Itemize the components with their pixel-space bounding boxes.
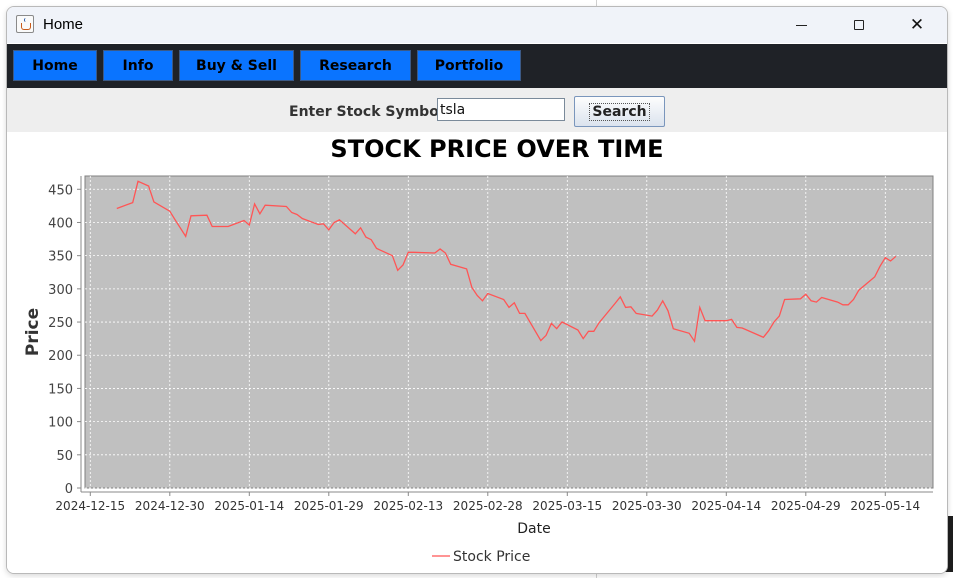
y-axis-title: Price <box>23 308 43 356</box>
x-tick-label: 2025-03-30 <box>612 499 682 513</box>
y-tick-label: 150 <box>48 382 73 397</box>
legend-label: Stock Price <box>453 549 530 565</box>
y-tick-label: 250 <box>48 316 73 331</box>
price-chart-svg: STOCK PRICE OVER TIME 0 50 100 150 200 250 300 3… <box>23 135 934 565</box>
y-tick-label: 50 <box>56 449 73 464</box>
x-tick-label: 2025-03-15 <box>532 499 602 513</box>
x-tick-label: 2025-05-14 <box>850 499 920 513</box>
close-icon: ✕ <box>909 14 925 35</box>
x-tick-label: 2025-01-29 <box>294 499 364 513</box>
background-window-edge <box>945 516 953 572</box>
background-divider <box>596 0 597 8</box>
background-divider <box>596 572 597 578</box>
minimize-icon <box>795 24 807 26</box>
y-tick-label: 100 <box>48 416 73 431</box>
java-cup-icon <box>16 15 34 33</box>
title-bar[interactable]: Home ✕ <box>7 7 947 43</box>
series-line-stock-price <box>116 180 897 344</box>
y-tick-label: 350 <box>48 250 73 265</box>
price-chart: STOCK PRICE OVER TIME 0 50 100 150 200 250 300 3… <box>7 132 947 573</box>
y-tick-label: 0 <box>65 482 73 497</box>
x-tick-label: 2025-04-14 <box>691 499 761 513</box>
nav-buy-sell-button[interactable]: Buy & Sell <box>179 50 294 81</box>
nav-info-button[interactable]: Info <box>103 50 173 81</box>
x-axis-title: Date <box>517 521 550 537</box>
x-tick-label: 2025-02-13 <box>373 499 443 513</box>
close-button[interactable]: ✕ <box>888 7 946 43</box>
nav-home-button[interactable]: Home <box>13 50 97 81</box>
x-tick-label: 2025-01-14 <box>214 499 284 513</box>
nav-bar: Home Info Buy & Sell Research Portfolio <box>7 44 947 88</box>
x-tick-label: 2025-02-28 <box>453 499 523 513</box>
search-button[interactable]: Search <box>574 96 665 127</box>
chart-title: STOCK PRICE OVER TIME <box>330 135 663 163</box>
y-tick-label: 300 <box>48 283 73 298</box>
nav-portfolio-button[interactable]: Portfolio <box>417 50 521 81</box>
search-label: Enter Stock Symbol: <box>289 104 450 120</box>
stock-symbol-input[interactable] <box>437 98 565 121</box>
x-tick-label: 2024-12-15 <box>55 499 125 513</box>
y-tick-label: 400 <box>48 216 73 231</box>
y-tick-label: 200 <box>48 349 73 364</box>
search-bar: Enter Stock Symbol: Search <box>7 88 947 132</box>
maximize-icon <box>854 20 864 30</box>
maximize-button[interactable] <box>830 7 888 43</box>
app-window: Home ✕ Home Info Buy & Sell Research Por… <box>6 6 948 574</box>
minimize-button[interactable] <box>772 7 830 43</box>
nav-research-button[interactable]: Research <box>300 50 411 81</box>
x-tick-label: 2024-12-30 <box>135 499 205 513</box>
search-button-label: Search <box>589 102 650 121</box>
window-title: Home <box>43 16 84 33</box>
y-tick-label: 450 <box>48 183 73 198</box>
x-tick-label: 2025-04-29 <box>771 499 841 513</box>
